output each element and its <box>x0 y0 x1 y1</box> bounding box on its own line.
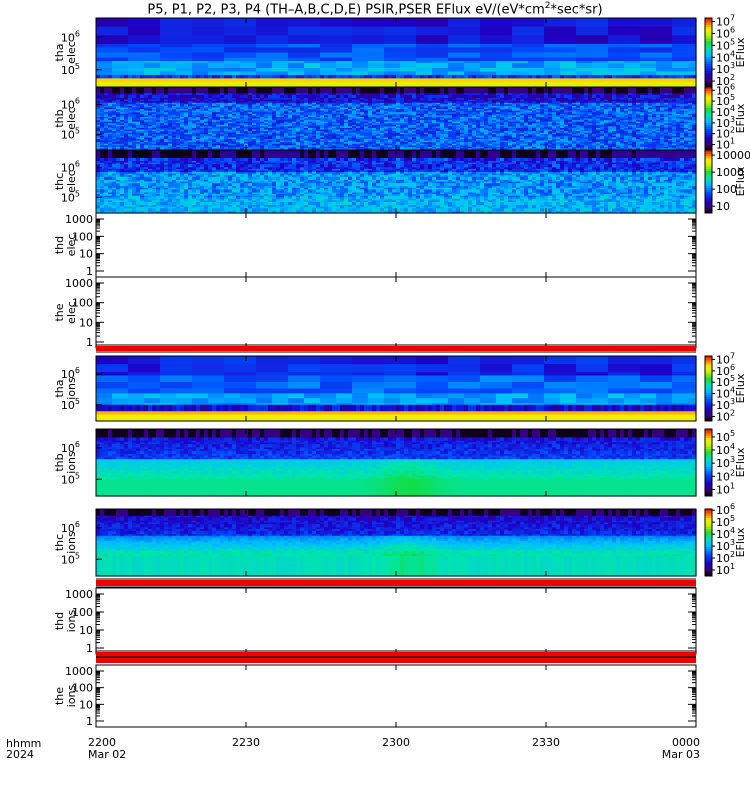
spectrogram-cells <box>96 18 697 88</box>
